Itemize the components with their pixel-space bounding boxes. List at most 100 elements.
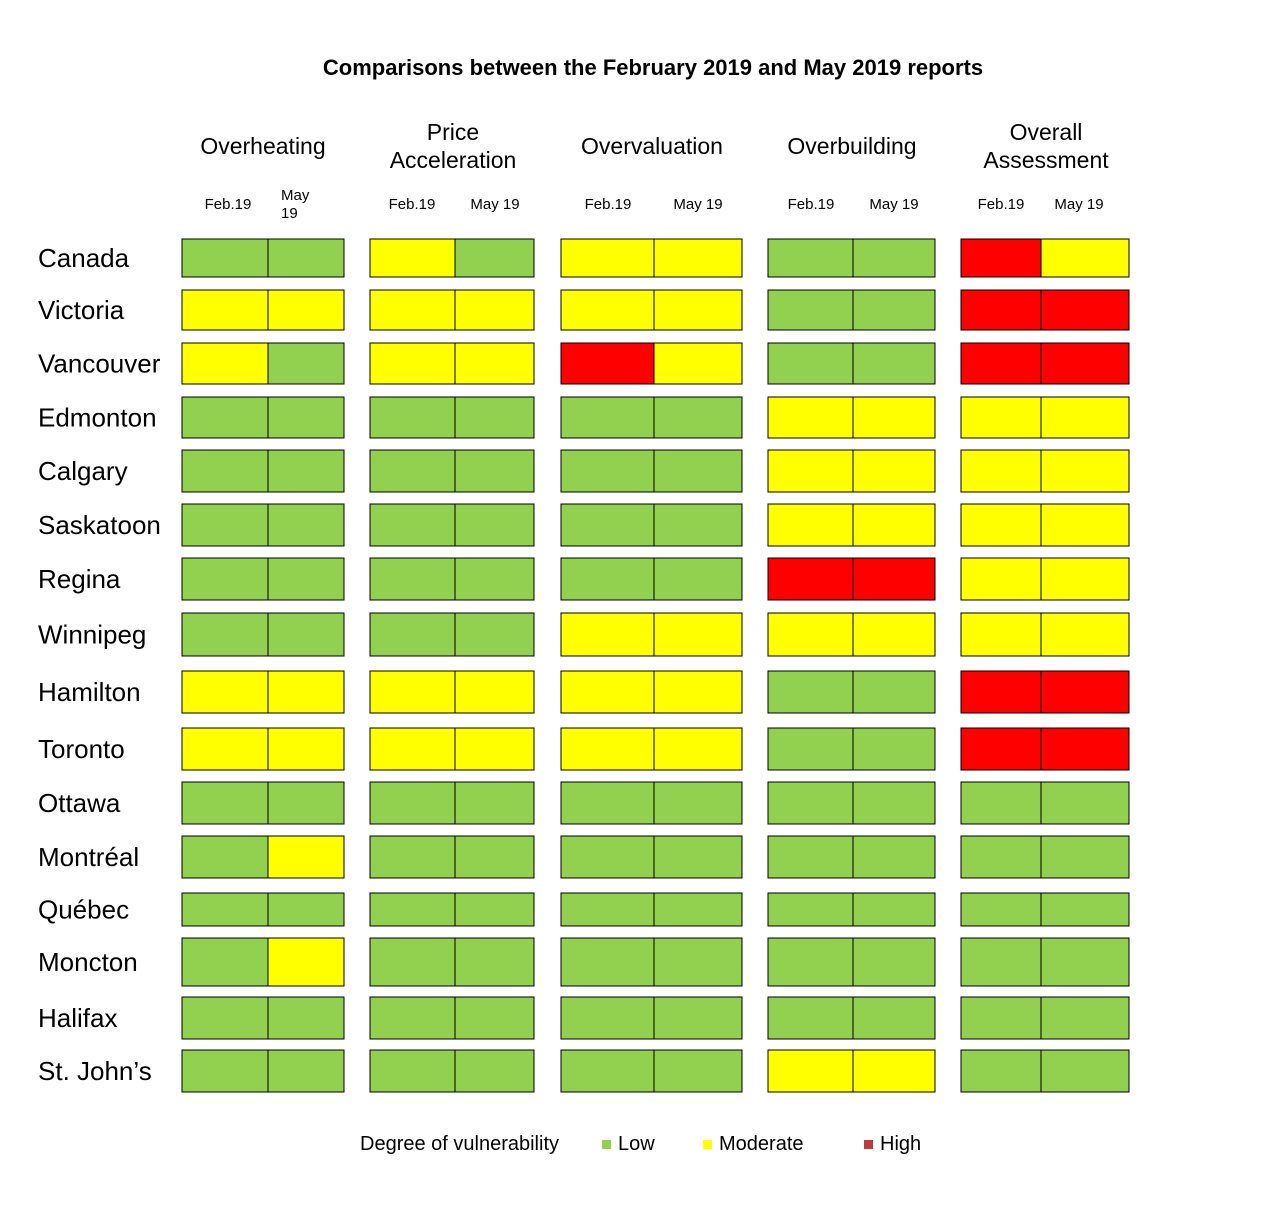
heatmap-cell <box>454 996 535 1040</box>
city-label: Saskatoon <box>38 510 161 540</box>
heatmap-cell <box>852 835 936 879</box>
heatmap-cell <box>267 892 345 927</box>
heatmap-cell <box>653 1049 743 1093</box>
city-label: Toronto <box>38 734 125 764</box>
legend-swatch <box>602 1140 611 1149</box>
city-label: Montréal <box>38 842 139 872</box>
heatmap-cell <box>1040 996 1130 1040</box>
heatmap-cell <box>560 612 655 657</box>
heatmap-cell <box>560 937 655 987</box>
heatmap-cell <box>369 892 456 927</box>
heatmap-cell <box>267 396 345 439</box>
heatmap-cell <box>653 557 743 601</box>
legend-label: Moderate <box>719 1133 804 1155</box>
heatmap-cell <box>454 781 535 825</box>
heatmap-cell <box>369 835 456 879</box>
heatmap-cell <box>181 449 269 493</box>
period-label: Feb.19 <box>788 196 835 213</box>
heatmap-cell <box>852 1049 936 1093</box>
legend-label: High <box>880 1133 921 1155</box>
legend-title: Degree of vulnerability <box>360 1133 559 1155</box>
heatmap-cell <box>181 238 269 278</box>
period-label: Feb.19 <box>585 196 632 213</box>
heatmap-cell <box>653 449 743 493</box>
heatmap-cell <box>560 1049 655 1093</box>
heatmap-cell <box>852 557 936 601</box>
heatmap-cell <box>960 342 1042 385</box>
heatmap-cell <box>767 289 854 331</box>
heatmap-cell <box>454 557 535 601</box>
heatmap-cell <box>267 727 345 771</box>
heatmap-cell <box>1040 289 1130 331</box>
heatmap-cell <box>181 937 269 987</box>
heatmap-cell <box>767 996 854 1040</box>
heatmap-cell <box>181 781 269 825</box>
indicator-header: Overall <box>1010 119 1083 145</box>
heatmap-cell <box>181 727 269 771</box>
heatmap-cell <box>767 892 854 927</box>
heatmap-cell <box>852 670 936 714</box>
period-label: May 19 <box>1054 196 1103 213</box>
heatmap-cell <box>852 238 936 278</box>
heatmap-cell <box>1040 612 1130 657</box>
heatmap-cell <box>1040 670 1130 714</box>
city-label: Vancouver <box>38 349 161 379</box>
city-label: Québec <box>38 895 129 925</box>
heatmap-cell <box>1040 342 1130 385</box>
heatmap-cell <box>1040 1049 1130 1093</box>
heatmap-cell <box>560 670 655 714</box>
heatmap-cell <box>960 937 1042 987</box>
heatmap-cell <box>454 937 535 987</box>
heatmap-cell <box>560 289 655 331</box>
indicator-header: Overbuilding <box>787 133 916 159</box>
heatmap-cell <box>369 238 456 278</box>
heatmap-cell <box>267 835 345 879</box>
heatmap-cell <box>767 396 854 439</box>
heatmap-cell <box>960 238 1042 278</box>
heatmap-cell <box>181 1049 269 1093</box>
heatmap-cell <box>852 996 936 1040</box>
heatmap-cell <box>267 238 345 278</box>
heatmap-cell <box>1040 238 1130 278</box>
heatmap-cell <box>181 289 269 331</box>
heatmap-cell <box>960 396 1042 439</box>
heatmap-cell <box>653 342 743 385</box>
period-label: May <box>281 187 310 204</box>
heatmap-cell <box>560 727 655 771</box>
heatmap-cell <box>267 996 345 1040</box>
indicator-header: Overvaluation <box>581 133 723 159</box>
city-label: St. John’s <box>38 1056 152 1086</box>
heatmap-cell <box>454 503 535 547</box>
heatmap-cell <box>369 289 456 331</box>
heatmap-cell <box>560 835 655 879</box>
heatmap-cell <box>767 238 854 278</box>
period-label: Feb.19 <box>389 196 436 213</box>
indicator-header: Overheating <box>200 133 325 159</box>
heatmap-cell <box>1040 557 1130 601</box>
period-label: 19 <box>281 205 298 222</box>
heatmap-cell <box>454 612 535 657</box>
heatmap-cell <box>560 503 655 547</box>
heatmap-cell <box>267 612 345 657</box>
heatmap-cell <box>560 449 655 493</box>
city-label: Calgary <box>38 456 128 486</box>
city-label: Hamilton <box>38 677 141 707</box>
heatmap-cell <box>767 503 854 547</box>
heatmap-cell <box>653 996 743 1040</box>
heatmap-cell <box>560 996 655 1040</box>
heatmap-cell <box>369 781 456 825</box>
heatmap-cell <box>852 937 936 987</box>
heatmap-cell <box>454 670 535 714</box>
heatmap-cell <box>560 396 655 439</box>
heatmap-cell <box>852 892 936 927</box>
heatmap-cell <box>852 781 936 825</box>
heatmap-cell <box>267 342 345 385</box>
heatmap-cell <box>653 835 743 879</box>
heatmap-cell <box>960 289 1042 331</box>
heatmap-cell <box>852 612 936 657</box>
city-label: Winnipeg <box>38 620 146 650</box>
heatmap-cell <box>653 670 743 714</box>
heatmap-cell <box>767 781 854 825</box>
indicator-header: Acceleration <box>390 147 517 173</box>
heatmap-cell <box>181 396 269 439</box>
